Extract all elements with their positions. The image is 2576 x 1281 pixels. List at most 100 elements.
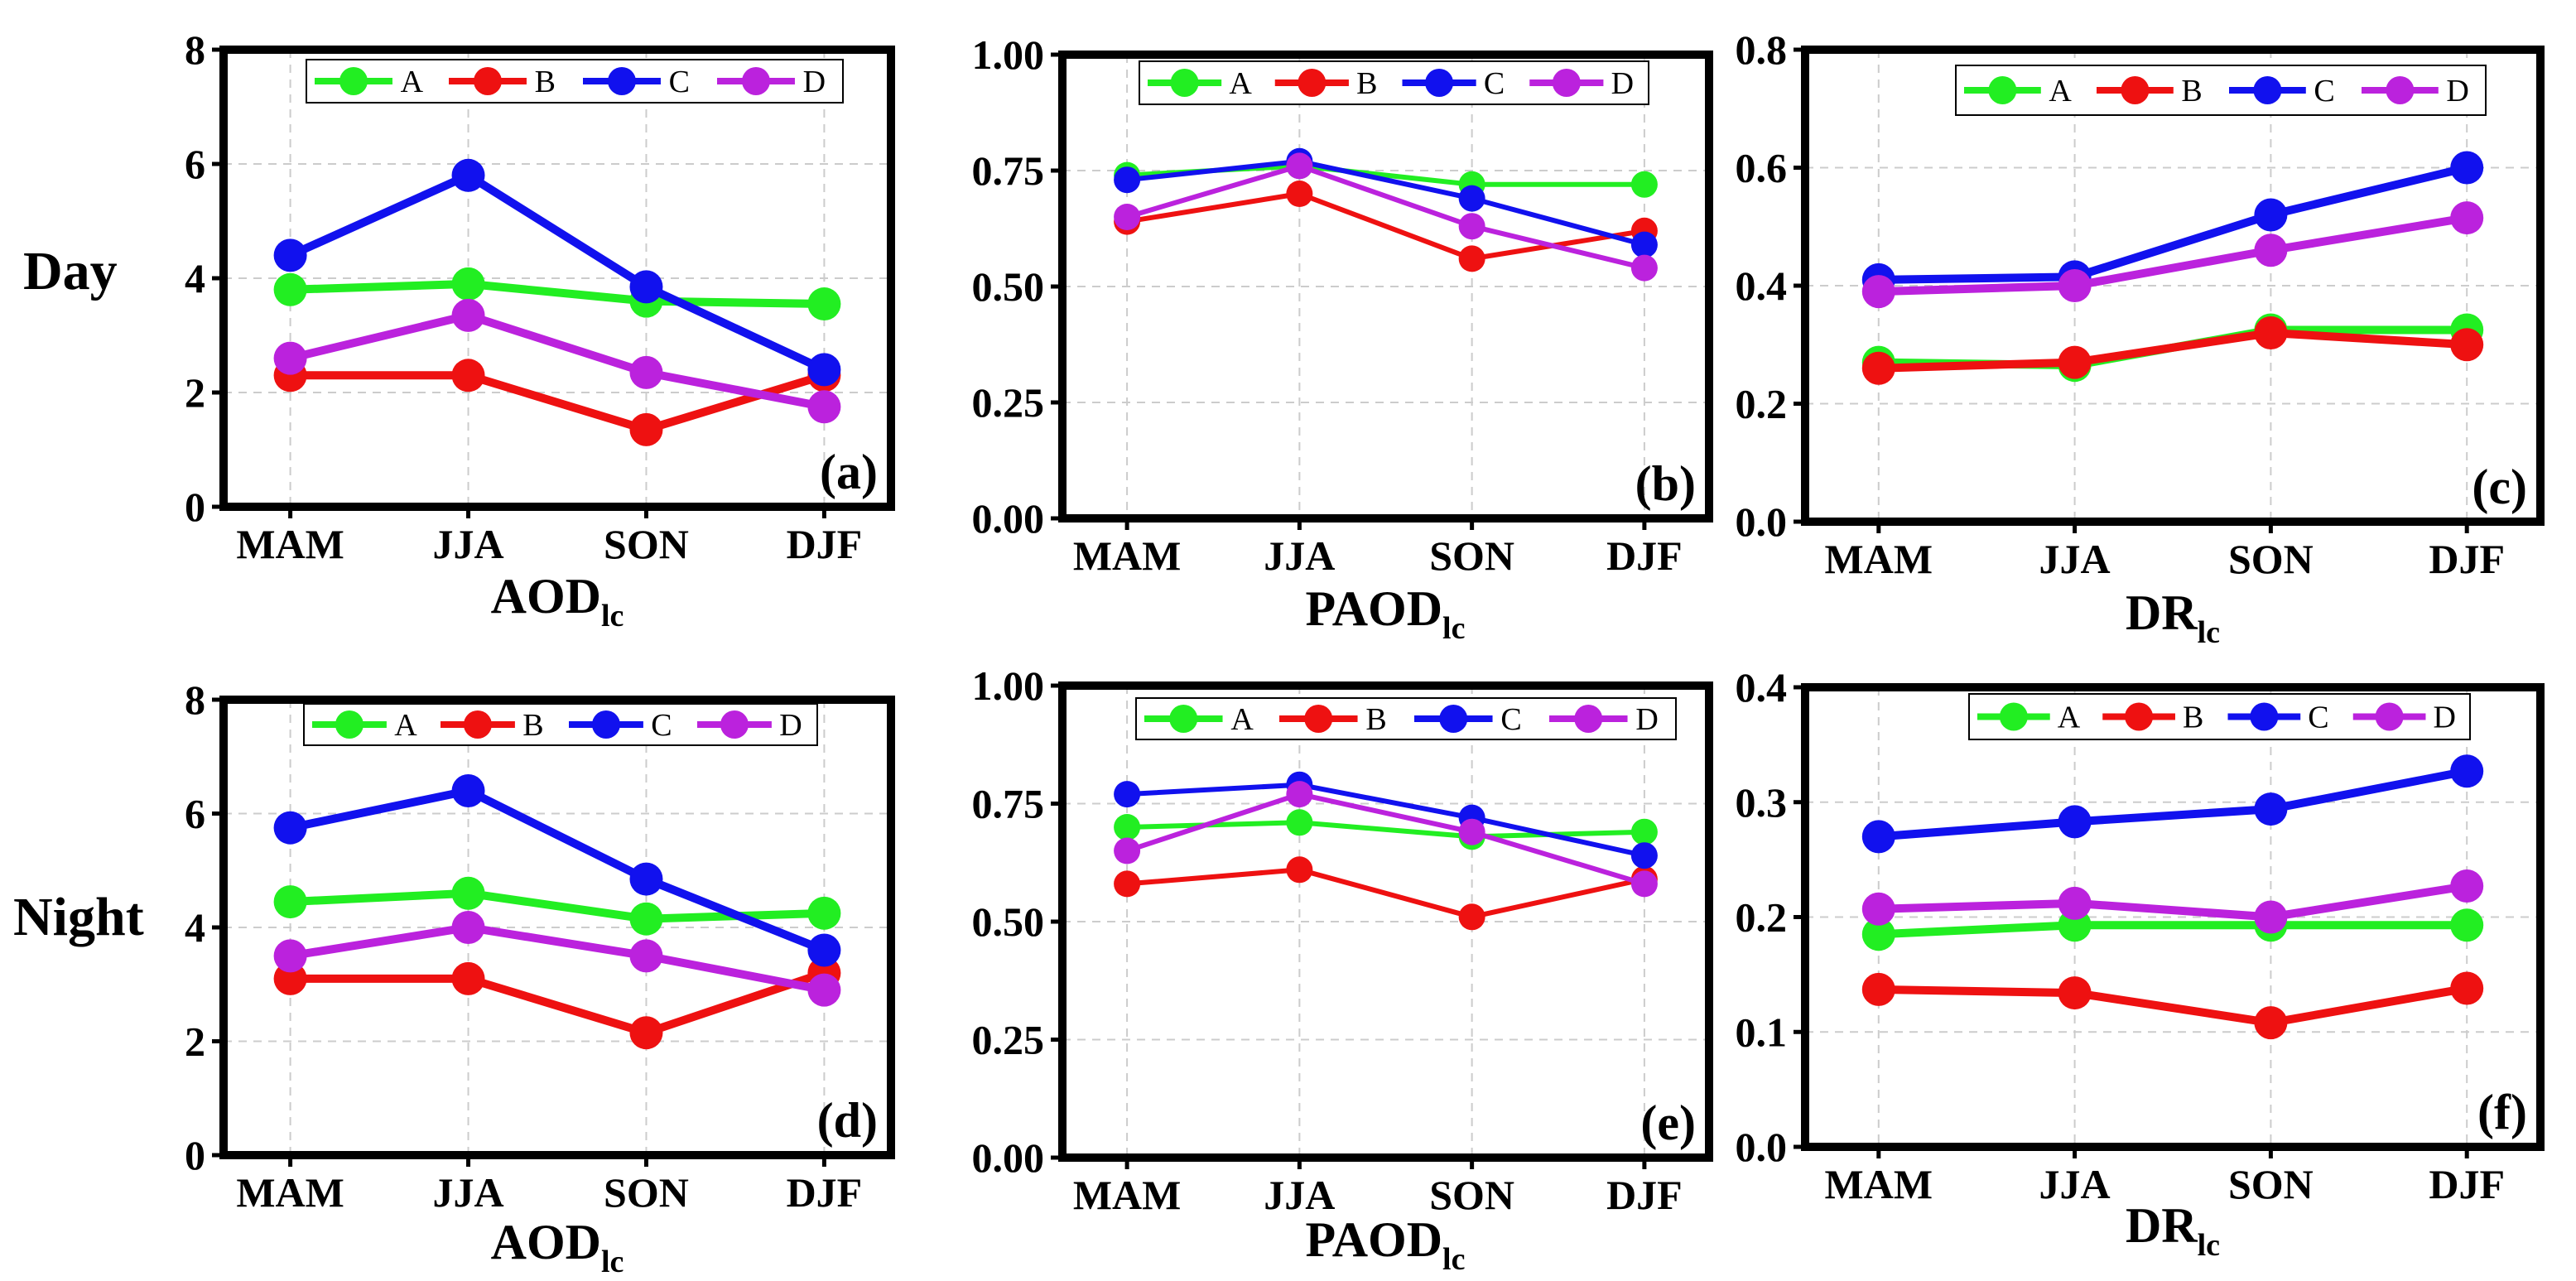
- series-line-C: [1126, 782, 1645, 859]
- legend-marker-A: [1988, 76, 2017, 104]
- legend-label-D: D: [803, 65, 826, 99]
- panel-e: 0.00 0.25 0.50 0.75 1.00 MAM JJA SON DJF PAODlc A B…: [972, 662, 1713, 1277]
- x-tick-label: DJF: [787, 1169, 863, 1216]
- legend-marker-C: [1425, 69, 1454, 97]
- data-point-D: [1114, 837, 1141, 864]
- data-point-A: [629, 902, 663, 936]
- data-point-B: [2450, 971, 2484, 1005]
- legend-label-B: B: [2181, 74, 2202, 108]
- data-point-B: [1861, 351, 1895, 385]
- y-tick-label: 0.4: [1736, 664, 1788, 710]
- data-point-B: [2450, 328, 2484, 362]
- y-tick-label: 0.8: [1736, 26, 1788, 73]
- y-tick-label: 1.00: [972, 662, 1045, 709]
- x-tick-label: MAM: [1825, 536, 1933, 582]
- legend-marker-D: [741, 67, 770, 95]
- y-tick-label: 0.2: [1736, 894, 1788, 941]
- data-point-C: [629, 862, 663, 896]
- legend-label-B: B: [1365, 702, 1386, 737]
- data-point-D: [451, 911, 485, 944]
- legend-marker-B: [463, 710, 492, 739]
- data-point-D: [1630, 870, 1658, 898]
- legend-label-D: D: [1635, 702, 1658, 737]
- series-line-B: [1878, 984, 2468, 1028]
- data-point-B: [451, 961, 485, 995]
- data-point-D: [2058, 269, 2092, 302]
- series-line-C: [288, 171, 826, 373]
- x-tick-label: MAM: [1825, 1161, 1933, 1207]
- data-point-D: [1114, 204, 1141, 230]
- legend-marker-D: [720, 710, 749, 739]
- legend-label-A: A: [394, 708, 417, 743]
- y-tick-label: 0.25: [972, 379, 1045, 426]
- data-point-B: [2254, 316, 2288, 349]
- x-tick-label: JJA: [1264, 532, 1335, 579]
- data-point-A: [807, 287, 841, 321]
- x-tick-label: SON: [1429, 1172, 1514, 1218]
- data-point-A: [1630, 818, 1658, 845]
- data-point-B: [2058, 345, 2092, 379]
- series-line-D: [289, 311, 826, 412]
- series-line-C: [1126, 158, 1645, 248]
- x-tick-label: DJF: [787, 521, 863, 567]
- y-tick-label: 0.00: [972, 495, 1045, 542]
- x-tick-label: DJF: [2429, 536, 2505, 582]
- y-tick-label: 2: [185, 1019, 205, 1065]
- y-tick-label: 0.2: [1736, 381, 1788, 427]
- series-line-B: [1126, 867, 1645, 920]
- data-point-B: [1458, 245, 1485, 272]
- legend-label-B: B: [535, 65, 556, 99]
- y-tick-label: 6: [185, 141, 205, 187]
- panel-c: 0.0 0.2 0.4 0.6 0.8 MAM JJA SON DJF DRlc A B C D (c): [1736, 26, 2545, 650]
- data-point-C: [451, 158, 485, 192]
- x-axis-label: AODlc: [491, 569, 624, 633]
- y-tick-label: 0.0: [1736, 1124, 1788, 1170]
- data-point-C: [2254, 792, 2288, 826]
- panel-d: 0 2 4 6 8 MAM JJA SON DJF AODlc A B C D (d): [185, 677, 895, 1279]
- panel-label: (b): [1635, 456, 1696, 511]
- legend-marker-B: [2121, 76, 2150, 104]
- data-point-D: [2058, 886, 2092, 920]
- legend-label-A: A: [2049, 74, 2072, 108]
- data-point-A: [273, 272, 307, 306]
- legend-marker-C: [1439, 705, 1468, 733]
- y-tick-label: 8: [185, 677, 205, 723]
- legend-marker-A: [339, 67, 368, 95]
- y-tick-label: 0.4: [1736, 262, 1788, 309]
- data-point-D: [2450, 201, 2484, 235]
- data-point-B: [273, 961, 307, 995]
- data-point-C: [2450, 151, 2484, 185]
- y-tick-label: 0.25: [972, 1017, 1045, 1063]
- legend-marker-D: [2386, 76, 2415, 104]
- legend-label-C: C: [651, 708, 672, 743]
- x-tick-label: MAM: [1073, 1172, 1182, 1218]
- data-point-C: [1630, 231, 1658, 258]
- legend: A B C D: [1968, 693, 2471, 740]
- panel-f: 0.0 0.1 0.2 0.3 0.4 MAM JJA SON DJF DRlc A B C D (f): [1736, 664, 2545, 1263]
- y-tick-label: 4: [185, 255, 205, 301]
- legend-marker-B: [1304, 705, 1333, 733]
- data-point-A: [1114, 814, 1141, 840]
- y-tick-label: 0: [185, 484, 205, 530]
- legend: A B C D: [1139, 60, 1649, 105]
- data-point-B: [629, 1016, 663, 1050]
- data-point-D: [1458, 818, 1485, 845]
- legend-label-C: C: [2314, 74, 2334, 108]
- y-tick-label: 0.3: [1736, 779, 1788, 826]
- legend-marker-D: [2375, 702, 2404, 731]
- y-tick-label: 6: [185, 791, 205, 837]
- y-tick-label: 1.00: [972, 31, 1045, 78]
- panel-b: 0.00 0.25 0.50 0.75 1.00 MAM JJA SON DJF PAODlc A B…: [972, 31, 1713, 646]
- data-point-C: [629, 270, 663, 304]
- y-tick-label: 0.0: [1736, 498, 1788, 545]
- legend-label-B: B: [1356, 66, 1377, 101]
- series-line-D: [1878, 214, 2468, 296]
- y-tick-label: 0.75: [972, 781, 1045, 827]
- data-point-D: [807, 390, 841, 424]
- legend-marker-B: [1298, 69, 1327, 97]
- y-tick-label: 0.50: [972, 898, 1045, 945]
- data-point-C: [1114, 781, 1141, 808]
- y-tick-label: 0.1: [1736, 1009, 1788, 1055]
- data-point-B: [1286, 181, 1313, 207]
